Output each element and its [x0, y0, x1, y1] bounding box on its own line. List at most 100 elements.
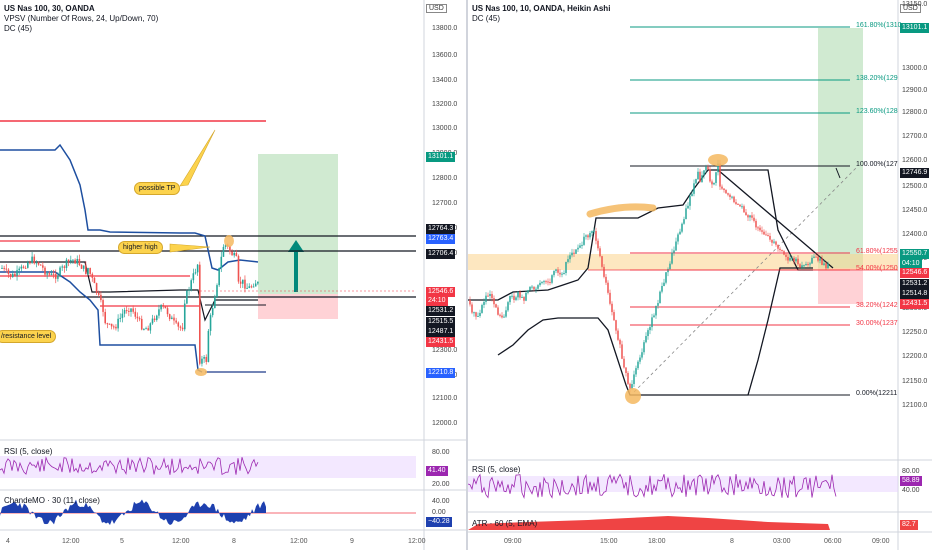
right-time-label: 03:00	[773, 538, 791, 545]
left-chart-pane[interactable]: US Nas 100, 30, OANDA VPSV (Number Of Ro…	[0, 0, 466, 550]
left-candle-body	[186, 290, 188, 304]
right-fib-label: 123.60%(128	[856, 108, 898, 115]
right-rsi-title[interactable]: RSI (5, close)	[472, 465, 521, 474]
right-candle-body	[699, 171, 701, 183]
right-candle-body	[545, 281, 547, 283]
right-candle-body	[697, 171, 699, 180]
right-chart-pane[interactable]: US Nas 100, 10, OANDA, Heikin Ashi DC (4…	[468, 0, 932, 550]
left-candle-body	[160, 304, 162, 310]
left-up-arrow	[288, 240, 304, 292]
left-candle-body	[214, 296, 216, 309]
right-candle-body	[657, 303, 659, 306]
right-price-axis-label: 12500.0	[902, 183, 928, 190]
left-time-label: 9	[350, 538, 354, 545]
left-symbol-title: US Nas 100, 30, OANDA	[4, 4, 95, 13]
right-candle-body	[535, 288, 537, 290]
right-candle-body	[689, 196, 691, 206]
left-candle-body	[106, 323, 109, 325]
right-candle-body	[785, 254, 787, 257]
right-candle-body	[527, 290, 529, 293]
left-candle-body	[248, 286, 251, 288]
left-candle-body	[237, 256, 240, 282]
left-candle-body	[134, 311, 137, 317]
right-candle-body	[641, 352, 643, 358]
right-price-axis-label: 12450.0	[902, 207, 928, 214]
right-candle-body	[525, 292, 527, 301]
right-candle-body	[533, 286, 535, 290]
right-candle-body	[719, 163, 721, 187]
right-candle-body	[685, 208, 687, 220]
right-candle-body	[615, 320, 617, 331]
right-time-label: 8	[730, 538, 734, 545]
right-candle-body	[789, 257, 791, 261]
right-candle-body	[679, 231, 681, 235]
left-candle-body	[5, 268, 8, 270]
right-candle-body	[577, 247, 579, 250]
callout-possible-tp: possible TP	[134, 182, 181, 195]
right-candle-body	[495, 304, 497, 308]
left-candle-body	[128, 310, 130, 312]
pane-divider[interactable]	[466, 0, 468, 550]
right-down-trendline	[717, 169, 834, 269]
right-candle-body	[569, 255, 571, 260]
right-marker-high	[708, 154, 728, 166]
left-candle-body	[222, 246, 225, 257]
left-chart-canvas[interactable]	[0, 0, 466, 550]
left-candle-body	[175, 320, 177, 323]
right-candle-body	[775, 241, 777, 245]
left-candle-body	[156, 315, 158, 321]
right-chart-canvas[interactable]	[468, 0, 932, 550]
right-candle-body	[711, 181, 713, 185]
left-currency-label[interactable]: USD	[426, 4, 447, 13]
right-candle-body	[475, 312, 477, 317]
left-chande-title[interactable]: ChandeMO · 30 (11, close)	[4, 496, 100, 505]
left-rsi-title[interactable]: RSI (5, close)	[4, 447, 53, 456]
right-candle-body	[793, 257, 795, 262]
right-fib-label: 100.00%(127	[856, 161, 898, 168]
right-atr-title[interactable]: ATR · 60 (5, EMA)	[472, 519, 538, 528]
right-candle-body	[669, 263, 671, 270]
right-candle-body	[587, 235, 589, 238]
right-candle-body	[713, 182, 715, 185]
left-candle-body	[257, 281, 259, 284]
left-chande-value-tag: −40.28	[426, 517, 452, 527]
left-dc-indicator[interactable]: DC (45)	[4, 24, 33, 33]
left-chart-legend: US Nas 100, 30, OANDA VPSV (Number Of Ro…	[4, 4, 158, 34]
left-candle-body	[9, 274, 12, 278]
right-candle-body	[819, 258, 821, 261]
left-candle-body	[97, 292, 100, 295]
right-price-axis-label: 12150.0	[902, 378, 928, 385]
right-candle-body	[477, 315, 479, 317]
right-candle-body	[659, 291, 661, 304]
left-candle-body	[85, 265, 87, 275]
right-candle-body	[715, 172, 717, 183]
right-time-label: 09:00	[872, 538, 890, 545]
left-chande-axis-40: 40.00	[432, 498, 450, 505]
left-candle-body	[162, 304, 165, 307]
left-candle-body	[102, 300, 104, 312]
right-rsi-value-tag: 58.89	[900, 476, 922, 486]
left-candle-body	[20, 266, 23, 269]
right-candle-body	[489, 294, 491, 297]
left-candle-body	[48, 273, 51, 275]
left-price-axis-label: 12300.0	[432, 347, 458, 354]
right-candle-body	[739, 204, 741, 207]
left-candle-body	[22, 266, 25, 268]
right-candle-body	[707, 166, 709, 170]
right-marker-low	[625, 388, 641, 404]
left-candle-body	[31, 256, 33, 263]
right-candle-body	[565, 261, 567, 273]
right-candle-body	[491, 294, 493, 299]
left-candle-body	[46, 273, 48, 275]
left-candle-body	[177, 322, 180, 327]
right-candle-body	[661, 286, 663, 292]
left-candle-body	[82, 265, 85, 269]
right-candle-body	[497, 307, 499, 315]
right-candle-body	[797, 258, 799, 265]
right-currency-label[interactable]: USD	[900, 4, 921, 13]
right-candle-body	[687, 205, 689, 209]
left-vpsv-indicator[interactable]: VPSV (Number Of Rows, 24, Up/Down, 70)	[4, 14, 159, 23]
right-dc-indicator[interactable]: DC (45)	[472, 14, 501, 23]
right-candle-body	[579, 245, 581, 248]
left-candle-body	[100, 294, 102, 301]
